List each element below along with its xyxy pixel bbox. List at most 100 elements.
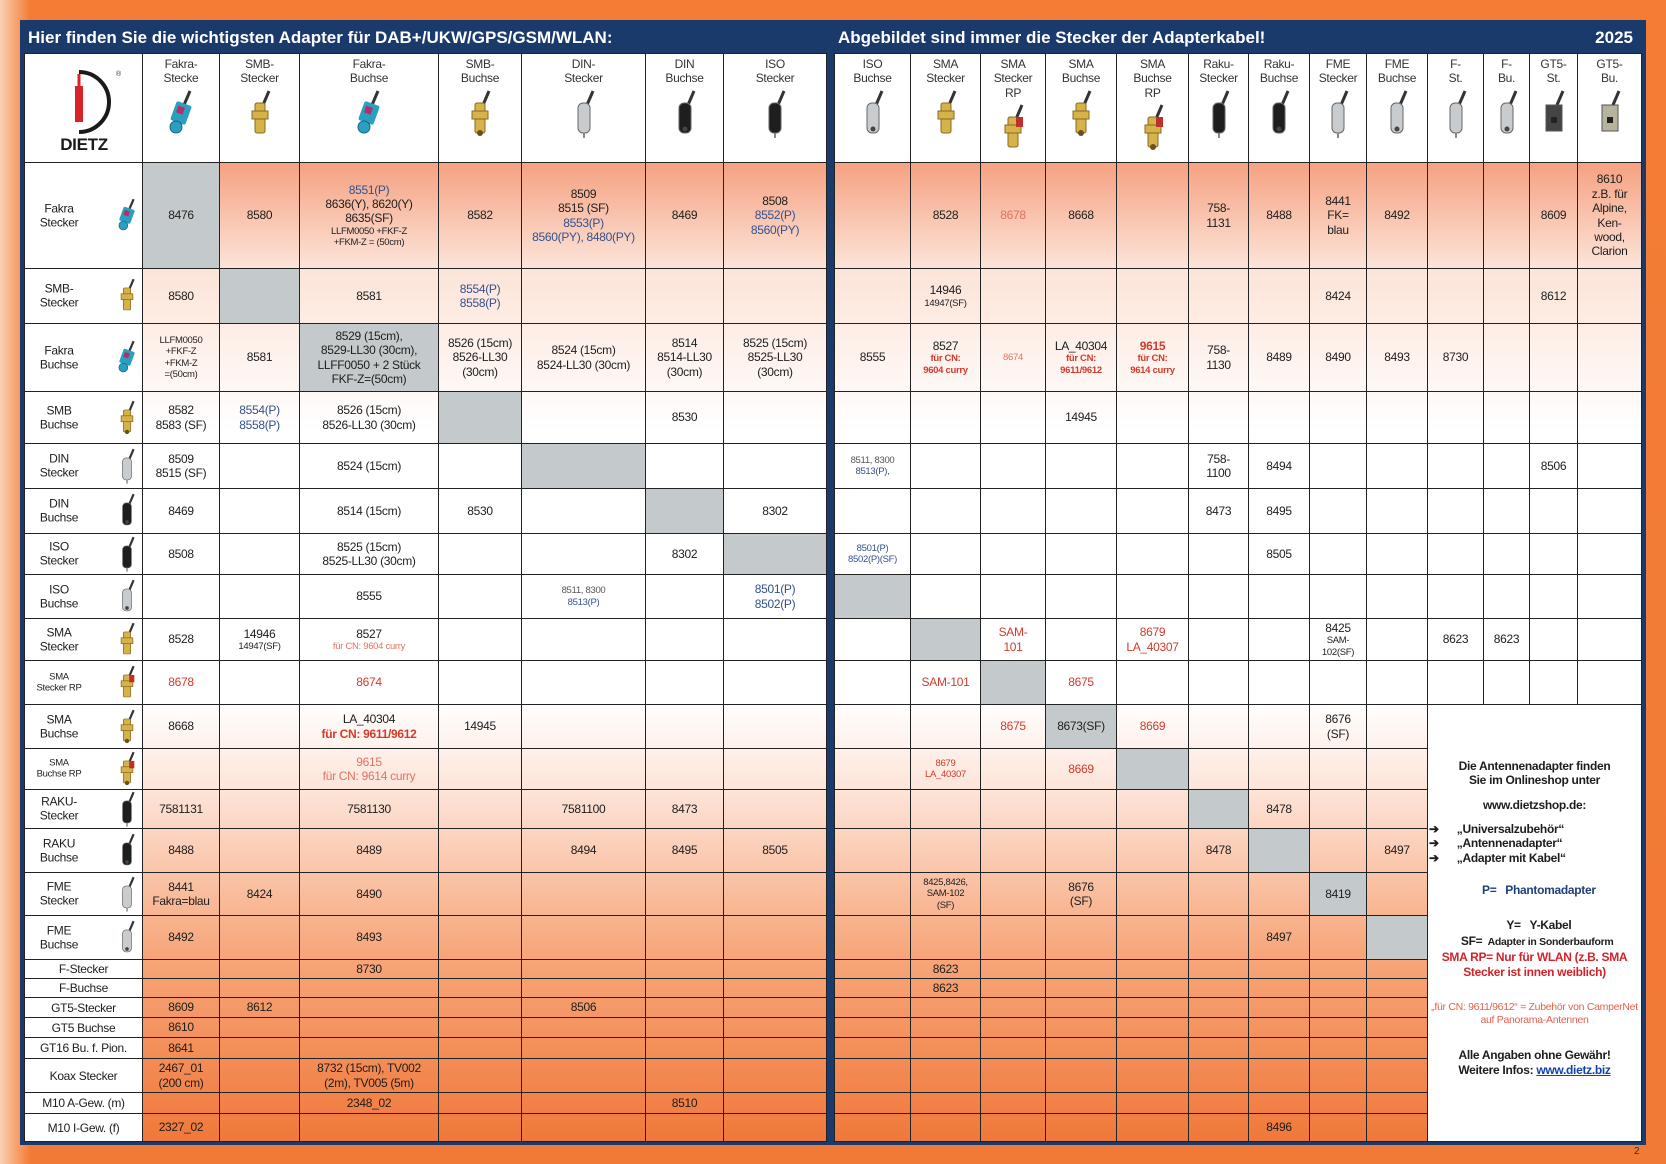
cell-text: 14946: [243, 626, 276, 641]
cell-text: 8668: [1068, 208, 1094, 223]
column-header: DIN- Stecker: [521, 53, 646, 163]
cell: 8490: [1309, 323, 1367, 392]
row-header-label: GT5-Stecker: [51, 1000, 116, 1015]
cell-same-type: [219, 268, 300, 324]
cell-text: 8555: [356, 589, 382, 604]
row-header-label: SMA Stecker RP: [36, 671, 82, 694]
cell: [1309, 789, 1367, 829]
cell-text: 8501(P) 8502(P)(SF): [848, 542, 897, 565]
column-header-label: ISO Stecker: [755, 57, 795, 86]
cell: [723, 1017, 827, 1038]
title-right: Abgebildet sind immer die Stecker der Ad…: [834, 22, 1641, 53]
legend-value: Adapter in Sonderbauform: [1487, 935, 1614, 948]
column-header: SMB- Buchse: [438, 53, 522, 163]
year: 2025: [1595, 28, 1633, 47]
cell: [1248, 574, 1310, 619]
cell: [521, 1037, 646, 1059]
cell: [980, 748, 1046, 790]
cell: [1188, 872, 1249, 916]
cell: [1248, 872, 1310, 916]
cell: 8495: [645, 828, 724, 873]
column-header: F- St.: [1427, 53, 1484, 163]
cell-text: 8526 (15cm) 8526-LL30 (30cm): [447, 335, 513, 379]
cell: [1045, 1017, 1117, 1038]
cell: [834, 1037, 911, 1059]
cell: [1116, 1113, 1189, 1142]
shop-categories: ➔ „Universalzubehör“ ➔ „Antennenadapter“ ➔ „A…: [1429, 822, 1640, 865]
smb-socket-icon: [471, 90, 491, 136]
cell: [438, 1113, 522, 1142]
cell: [910, 391, 981, 444]
cell-text: für CN: 9604 curry: [332, 641, 406, 652]
column-header-label: FME Buchse: [1377, 57, 1417, 86]
cell: [521, 618, 646, 661]
cell: 8528: [910, 162, 981, 269]
fme-socket-icon: [122, 920, 135, 952]
column-header-label: GT5- St.: [1540, 57, 1567, 86]
cell: [910, 1058, 981, 1093]
cell: [1188, 978, 1249, 998]
cell: [438, 828, 522, 873]
cell: [1045, 1092, 1117, 1114]
cell: [1366, 789, 1428, 829]
fakra-plug-icon: [118, 198, 135, 230]
cell: [910, 789, 981, 829]
table-row: GT16 Bu. f. Pion. 8641: [24, 1037, 827, 1059]
cell: 2348_02: [299, 1092, 439, 1114]
cell-text: 8506: [570, 1000, 597, 1015]
cell: 8676 (SF): [1045, 872, 1117, 916]
cell: [1483, 488, 1530, 534]
column-header-label: SMB- Stecker: [240, 57, 279, 86]
cell: 758- 1100: [1188, 443, 1249, 489]
cell: [910, 574, 981, 619]
cell-text: 8553(P) 8560(PY), 8480(PY): [532, 215, 635, 244]
dietz-biz-link[interactable]: www.dietz.biz: [1536, 1062, 1611, 1077]
shop-category[interactable]: ➔ „Adapter mit Kabel“: [1429, 851, 1640, 865]
cell-text: 8623: [1442, 632, 1469, 647]
cell: [980, 443, 1046, 489]
cell: [645, 443, 724, 489]
cell: 8473: [645, 789, 724, 829]
cell: [1188, 1113, 1249, 1142]
cell: 8493: [299, 915, 439, 960]
fakra-socket-icon: [118, 340, 135, 372]
cell-text: 8302: [762, 503, 788, 518]
cell: 8524 (15cm): [299, 443, 439, 489]
cell: [438, 997, 522, 1018]
cell-text: 8623: [932, 980, 959, 995]
cell: [910, 1017, 981, 1038]
cell: [910, 1113, 981, 1142]
sma-rp-socket-icon: [120, 751, 135, 786]
cell: [910, 488, 981, 534]
cell: [219, 1058, 300, 1093]
cell: LA_40304 für CN: 9611/9612: [299, 704, 439, 749]
table-row: SMB- Stecker 8580 8581 8554(P) 8558(P): [24, 268, 827, 324]
cell: [723, 1037, 827, 1059]
cell: [910, 1037, 981, 1059]
cell: [1116, 391, 1189, 444]
cell: 8494: [521, 828, 646, 873]
shop-category[interactable]: ➔ „Universalzubehör“: [1429, 822, 1640, 836]
cell: 8501(P) 8502(P): [723, 574, 827, 619]
cell-text: 8513(P): [567, 596, 600, 608]
cell: [1116, 1092, 1189, 1114]
cell-text: 2348_02: [346, 1095, 392, 1110]
cell-text: 8494: [570, 843, 597, 858]
arrow-right-icon: ➔: [1429, 850, 1439, 865]
table-row: 8473 8495: [834, 488, 1642, 534]
cell: [1116, 1058, 1189, 1093]
cell-text: LA_40304: [342, 712, 396, 727]
row-header: F-Stecker: [24, 959, 143, 979]
row-header-label: RAKU- Stecker: [39, 794, 79, 823]
cell: 8555: [299, 574, 439, 619]
cell: [1483, 391, 1530, 444]
cell-text: 8441 FK= blau: [1325, 193, 1351, 237]
cell: [1045, 915, 1117, 960]
row-header: ISO Stecker: [24, 533, 143, 575]
cell: 8424: [1309, 268, 1367, 324]
cell: 8506: [521, 997, 646, 1018]
table-row: F-Buchse: [24, 978, 827, 998]
cell: 8497: [1366, 828, 1428, 873]
cell-same-type: 8476: [142, 162, 220, 269]
shop-category[interactable]: ➔ „Antennenadapter“: [1429, 836, 1640, 850]
